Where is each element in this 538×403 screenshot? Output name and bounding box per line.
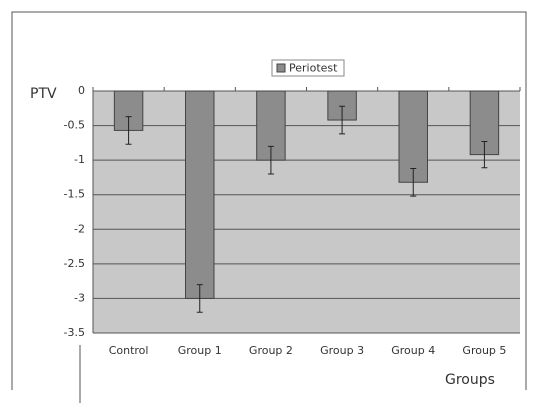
error-bar bbox=[267, 145, 274, 175]
plot-area bbox=[93, 91, 520, 333]
x-tick-label: Group 1 bbox=[178, 344, 222, 357]
y-tick-label: -3.5 bbox=[64, 326, 85, 339]
x-axis-label: Groups bbox=[445, 372, 495, 388]
error-bar bbox=[196, 284, 203, 313]
y-tick-label: -2 bbox=[74, 222, 85, 235]
legend-box bbox=[271, 59, 345, 77]
error-bar bbox=[339, 105, 346, 135]
x-tick-label: Group 3 bbox=[320, 344, 364, 357]
x-tick-label: Group 2 bbox=[249, 344, 293, 357]
legend-label: Periotest bbox=[289, 62, 338, 75]
y-tick-label: 0 bbox=[78, 84, 85, 97]
x-tick-label: Control bbox=[109, 344, 149, 357]
x-tick-label: Group 5 bbox=[462, 344, 506, 357]
y-tick-label: -3 bbox=[74, 291, 85, 304]
y-tick-label: -0.5 bbox=[64, 119, 85, 132]
error-bar bbox=[410, 167, 417, 197]
y-tick-label: -2.5 bbox=[64, 257, 85, 270]
bar bbox=[185, 90, 215, 299]
bar bbox=[398, 90, 428, 183]
y-axis-label: PTV bbox=[30, 86, 57, 102]
frame bbox=[11, 11, 527, 390]
legend-swatch bbox=[276, 63, 286, 73]
x-tick-label: Group 4 bbox=[391, 344, 435, 357]
error-bar bbox=[125, 116, 132, 145]
y-tick-label: -1 bbox=[74, 153, 85, 166]
y-tick-label: -1.5 bbox=[64, 188, 85, 201]
error-bar bbox=[481, 140, 488, 169]
